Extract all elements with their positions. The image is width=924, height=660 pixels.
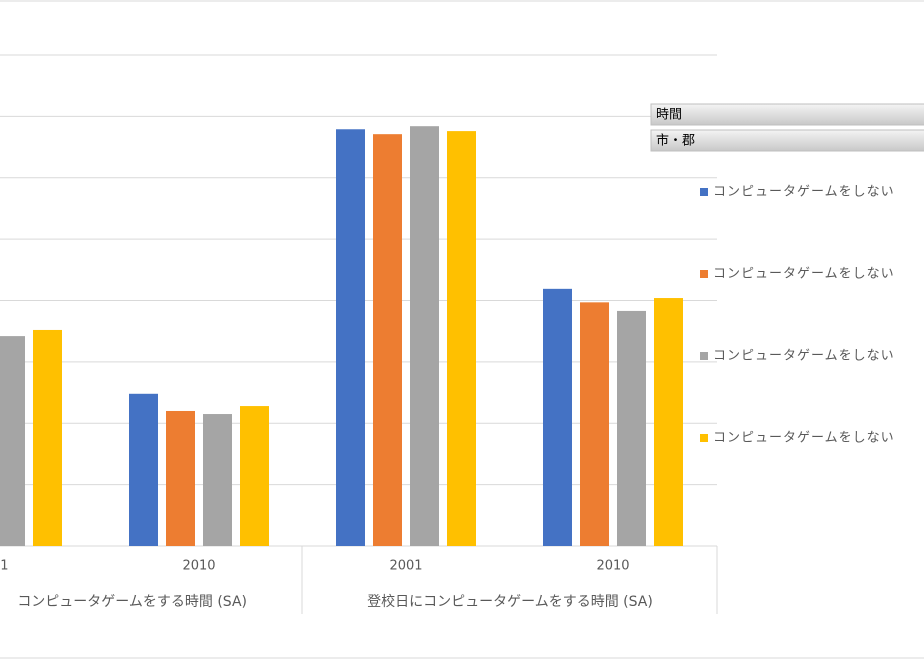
bar [166, 410, 195, 546]
bar [410, 126, 439, 546]
legend-swatch [700, 434, 708, 442]
legend-label: コンピュータゲームをしない [713, 185, 895, 200]
bar [617, 310, 646, 546]
group-label: 登校日にコンピュータゲームをする時間 (SA) [367, 593, 653, 610]
bar [447, 131, 476, 547]
x-tick-label: 2010 [596, 559, 629, 574]
x-tick-label: 2001 [0, 559, 9, 574]
x-tick-label: 2010 [182, 559, 215, 574]
legend-swatch [700, 270, 708, 278]
legend-label: コンピュータゲームをしない [713, 349, 895, 364]
bar [373, 134, 402, 546]
legend-swatch [700, 352, 708, 360]
field-button-label[interactable]: 市・郡 [656, 133, 695, 149]
legend-label: コンピュータゲームをしない [713, 267, 895, 282]
bar [0, 336, 25, 546]
bar [33, 329, 62, 546]
legend-swatch [700, 188, 708, 196]
field-button[interactable] [650, 103, 924, 126]
bar [580, 302, 609, 546]
field-button[interactable] [650, 129, 924, 152]
bar [240, 406, 269, 546]
bar [543, 288, 572, 546]
bar [654, 298, 683, 546]
legend-label: コンピュータゲームをしない [713, 431, 895, 446]
bar [203, 414, 232, 546]
bar [336, 129, 365, 547]
group-label: コンピュータゲームをする時間 (SA) [17, 594, 247, 610]
bar [129, 393, 158, 546]
x-tick-label: 2001 [389, 559, 422, 574]
field-button-label[interactable]: 時間 [656, 108, 682, 123]
